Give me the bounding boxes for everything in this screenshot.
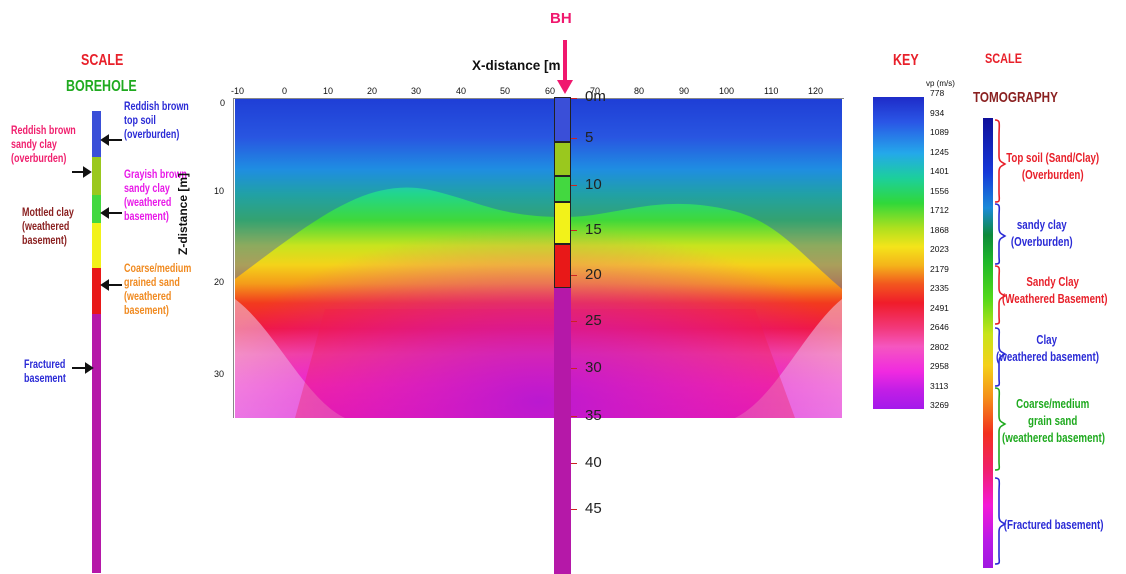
bh-label: BH xyxy=(550,10,572,27)
bh-depth-label: 15 xyxy=(585,221,602,238)
key-value: 1556 xyxy=(930,185,949,196)
key-value: 1712 xyxy=(930,205,949,215)
key-value: 934 xyxy=(930,107,945,118)
borehole-segment xyxy=(92,157,101,195)
x-axis-ticks: -10 0 10 20 30 40 50 60 70 80 90 100 110… xyxy=(0,86,1126,100)
bh-depth-label: 30 xyxy=(585,359,602,376)
borehole-title: BOREHOLE xyxy=(66,78,137,95)
key-value: 778 xyxy=(930,88,945,98)
bh-segment xyxy=(554,176,571,202)
x-tick: 50 xyxy=(500,86,511,96)
key-value: 1868 xyxy=(930,224,949,235)
bh-depth-label: 40 xyxy=(585,454,602,471)
y-tick: 20 xyxy=(214,277,225,287)
bh-arrow-icon xyxy=(557,40,573,94)
key-unit: vp (m/s) xyxy=(926,79,955,88)
key-value: 2958 xyxy=(930,361,949,371)
bh-tick-mark xyxy=(571,230,577,231)
bh-tick-mark xyxy=(571,416,577,417)
bh-tick-mark xyxy=(571,509,577,510)
bh-tick-mark xyxy=(571,368,577,369)
borehole-arrows xyxy=(72,134,122,374)
key-title: KEY xyxy=(893,52,919,69)
key-value: 3269 xyxy=(930,400,949,410)
tomo-label-top-soil: Top soil (Sand/Clay) (Overburden) xyxy=(1006,151,1100,182)
x-axis-line xyxy=(234,98,844,99)
y-tick: 0 xyxy=(220,98,226,108)
borehole-segment xyxy=(92,268,101,314)
bh-depth-label: 20 xyxy=(585,266,602,283)
key-value: 1401 xyxy=(930,166,949,176)
bh-tick-mark xyxy=(571,275,577,276)
tomo-label-clay: Clay (weathered basement) xyxy=(996,333,1099,364)
x-tick: 10 xyxy=(323,86,334,96)
bh-depth-label: 35 xyxy=(585,407,602,424)
bh-depth-label: 25 xyxy=(585,312,602,329)
x-tick: 60 xyxy=(545,86,556,96)
x-tick: 80 xyxy=(634,86,645,96)
borehole-segment xyxy=(92,195,101,223)
label-reddish-brown-top-soil: Reddish brown top soil (overburden) xyxy=(124,101,189,141)
tomo-label-fractured-basement: (Fractured basement) xyxy=(1003,518,1104,532)
key-value: 2179 xyxy=(930,263,949,274)
y-axis-line xyxy=(233,98,234,418)
borehole-column xyxy=(92,111,101,573)
x-tick: 0 xyxy=(282,86,288,96)
label-grayish-brown-sandy-clay: Grayish brown sandy clay (weathered base… xyxy=(124,169,187,223)
tomography-scale-bar xyxy=(983,118,993,568)
tomo-label-sandy-clay: sandy clay (Overburden) xyxy=(1010,218,1073,249)
x-tick: 40 xyxy=(456,86,467,96)
borehole-segment xyxy=(92,223,101,268)
bh-segment xyxy=(554,202,571,244)
label-coarse-medium-sand: Coarse/medium grained sand (weathered ba… xyxy=(124,263,192,317)
x-tick: 100 xyxy=(719,86,735,96)
left-scale-title: SCALE xyxy=(81,52,124,69)
bh-depth-label: 5 xyxy=(585,129,594,146)
label-reddish-brown-sandy-clay: Reddish brown sandy clay (overburden) xyxy=(11,125,76,165)
y-tick: 30 xyxy=(214,369,225,379)
bh-tick-mark xyxy=(571,321,577,322)
bh-column xyxy=(554,97,571,574)
label-mottled-clay: Mottled clay (weathered basement) xyxy=(22,207,74,247)
borehole-segment xyxy=(92,111,101,157)
bh-tick-mark xyxy=(571,185,577,186)
key-value: 2491 xyxy=(930,302,949,313)
x-tick: 70 xyxy=(590,86,601,96)
tomography-title: TOMOGRAPHY xyxy=(973,89,1058,106)
key-value: 1245 xyxy=(930,146,949,157)
y-tick: 10 xyxy=(214,186,225,196)
key-value: 1089 xyxy=(930,127,949,137)
bh-tick-mark xyxy=(571,138,577,139)
tomo-label-coarse-sand: Coarse/medium grain sand (weathered base… xyxy=(1002,397,1105,445)
key-value: 2646 xyxy=(930,322,949,332)
right-scale-title: SCALE xyxy=(985,50,1023,66)
x-tick: 30 xyxy=(411,86,422,96)
x-tick: 120 xyxy=(808,86,824,96)
bh-depth-label: 0m xyxy=(585,88,606,105)
bh-depth-label: 45 xyxy=(585,500,602,517)
bh-segment xyxy=(554,97,571,142)
key-colorbar xyxy=(873,97,924,409)
tomography-image xyxy=(235,99,842,418)
y-axis-title: Z-distance [m] xyxy=(176,172,190,255)
tomo-label-sandy-clay-weathered: Sandy Clay (Weathered Basement) xyxy=(1002,275,1108,306)
key-value: 2023 xyxy=(930,244,949,254)
label-fractured-basement-left: Fractured basement xyxy=(24,359,66,385)
x-tick: -10 xyxy=(231,86,245,96)
tomography-braces xyxy=(994,119,1007,565)
borehole-segment xyxy=(92,314,101,573)
x-tick: 110 xyxy=(764,86,779,96)
bh-depth-label: 10 xyxy=(585,176,602,193)
key-value: 2802 xyxy=(930,341,949,352)
key-value: 2335 xyxy=(930,283,949,293)
bh-segment xyxy=(554,142,571,176)
key-value: 3113 xyxy=(930,380,949,391)
bh-segment xyxy=(554,288,571,574)
bh-segment xyxy=(554,244,571,288)
x-tick: 20 xyxy=(367,86,378,96)
x-axis-title: X-distance [m xyxy=(472,58,561,73)
bh-tick-mark xyxy=(571,98,577,99)
bh-tick-mark xyxy=(571,463,577,464)
x-tick: 90 xyxy=(679,86,690,96)
